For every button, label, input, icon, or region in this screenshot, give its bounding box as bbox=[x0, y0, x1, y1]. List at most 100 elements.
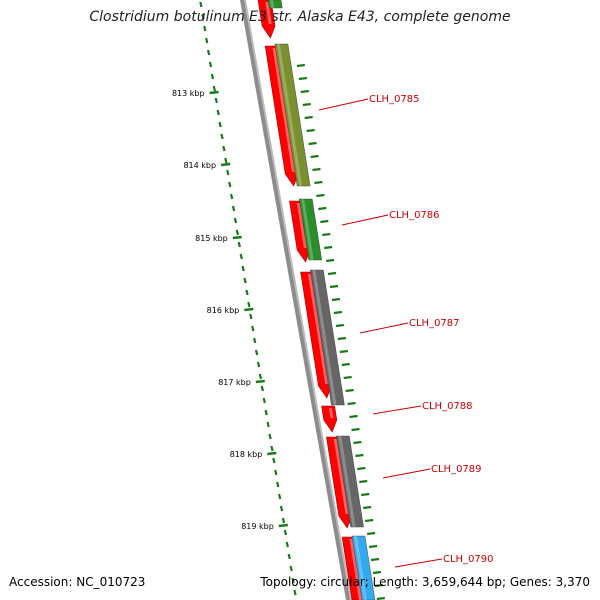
outer-track-dot bbox=[326, 258, 335, 263]
scale-dot bbox=[226, 169, 230, 176]
scale-tick bbox=[255, 379, 265, 384]
gene-leader-line bbox=[359, 322, 409, 334]
outer-track-dot bbox=[359, 479, 368, 484]
cds-arrow-highlight bbox=[333, 439, 349, 514]
scale-dot bbox=[243, 277, 247, 284]
scale-dot bbox=[212, 85, 217, 92]
scale-dot bbox=[205, 37, 209, 44]
outer-track-dot bbox=[343, 375, 352, 380]
cog-box-highlight bbox=[338, 436, 356, 527]
outer-track-dot bbox=[351, 427, 360, 432]
cog-box bbox=[310, 269, 345, 406]
scale-dot bbox=[241, 265, 245, 272]
cog-box-highlight bbox=[270, 0, 275, 8]
scale-dot bbox=[201, 13, 205, 20]
gene-label: CLH_0789 bbox=[431, 464, 482, 475]
outer-track-dot bbox=[324, 245, 333, 250]
cog-box-highlight bbox=[353, 536, 367, 600]
scale-dot bbox=[216, 109, 220, 116]
scale-dot bbox=[258, 373, 263, 380]
scale-dot bbox=[274, 469, 278, 476]
map-title: Clostridium botulinum E3 str. Alaska E43… bbox=[89, 9, 511, 25]
scale-dot bbox=[291, 577, 295, 584]
gene-label: CLH_0786 bbox=[389, 210, 440, 221]
scale-dot bbox=[208, 61, 213, 68]
scale-tick-label: 818 kbp bbox=[230, 450, 263, 459]
scale-dot bbox=[224, 157, 228, 164]
cds-arrow-highlight bbox=[307, 274, 329, 384]
scale-dot bbox=[293, 589, 297, 596]
scale-dot bbox=[235, 229, 240, 236]
scale-dot bbox=[283, 529, 288, 536]
scale-tick-label: 819 kbp bbox=[241, 522, 274, 531]
scale-tick-label: 817 kbp bbox=[218, 378, 251, 387]
outer-track-dot bbox=[335, 323, 345, 328]
scale-dot bbox=[220, 133, 224, 140]
scale-dot bbox=[276, 481, 280, 488]
outer-track-dot bbox=[300, 89, 309, 94]
cds-arrow-highlight bbox=[272, 48, 295, 172]
outer-track-dot bbox=[333, 310, 343, 315]
scale-dot bbox=[285, 541, 289, 548]
outer-track-dot bbox=[347, 401, 356, 406]
scale-dot bbox=[264, 409, 268, 416]
scale-dot bbox=[199, 1, 203, 8]
outer-track-dot bbox=[372, 570, 382, 575]
scale-dot bbox=[281, 517, 286, 524]
scale-dot bbox=[266, 421, 270, 428]
scale-dot bbox=[218, 121, 222, 128]
scale-dot bbox=[206, 49, 211, 56]
scale-dot bbox=[254, 349, 259, 356]
outer-track-dot bbox=[341, 362, 350, 367]
outer-track-dot bbox=[355, 453, 364, 458]
scale-dot bbox=[268, 433, 272, 440]
gene-leader-line bbox=[394, 558, 443, 568]
gene-label: CLH_0787 bbox=[409, 318, 460, 329]
outer-track-dot bbox=[349, 414, 358, 419]
outer-track-dot bbox=[337, 336, 346, 341]
outer-track-dot bbox=[298, 76, 307, 81]
scale-dot bbox=[262, 397, 266, 404]
scale-tick-label: 816 kbp bbox=[207, 306, 240, 315]
cog-box bbox=[351, 535, 376, 600]
outer-track-dot bbox=[357, 466, 366, 471]
cds-arrow-highlight bbox=[349, 539, 362, 600]
cog-box bbox=[298, 198, 322, 261]
scale-dot bbox=[229, 193, 234, 200]
scale-dot bbox=[272, 457, 276, 464]
outer-track-dot bbox=[370, 557, 380, 562]
scale-dot bbox=[279, 505, 284, 512]
cog-box bbox=[267, 0, 283, 9]
outer-track-dot bbox=[374, 583, 384, 588]
scale-dot bbox=[245, 289, 249, 296]
outer-track-dot bbox=[327, 271, 337, 276]
outer-track-dot bbox=[368, 544, 378, 549]
scale-dot bbox=[287, 553, 291, 560]
outer-track-dot bbox=[312, 167, 321, 172]
scale-dot bbox=[289, 565, 293, 572]
scale-tick-label: 813 kbp bbox=[172, 89, 205, 98]
gene-leader-line bbox=[372, 405, 422, 415]
cds-arrow bbox=[257, 0, 276, 39]
scale-dot bbox=[203, 25, 207, 32]
outer-track-dot bbox=[345, 388, 354, 393]
outer-track-dot bbox=[376, 596, 385, 600]
scale-tick bbox=[209, 90, 219, 95]
gene-label: CLH_0790 bbox=[443, 554, 494, 565]
cds-arrow-highlight bbox=[296, 203, 307, 248]
scale-dot bbox=[260, 385, 265, 392]
cds-arrow-highlight bbox=[265, 2, 272, 24]
outer-track-dot bbox=[318, 206, 327, 211]
scale-dot bbox=[239, 253, 243, 260]
outer-track-dot bbox=[310, 154, 319, 159]
accession-label: Accession: NC_010723 bbox=[9, 575, 146, 589]
outer-track-dot bbox=[331, 297, 341, 302]
scale-dot bbox=[249, 313, 253, 320]
scale-dot bbox=[270, 445, 274, 452]
scale-dot bbox=[231, 205, 236, 212]
scale-dot bbox=[210, 73, 215, 80]
backbone-line bbox=[240, 0, 351, 600]
cds-arrow-highlight bbox=[328, 408, 334, 418]
